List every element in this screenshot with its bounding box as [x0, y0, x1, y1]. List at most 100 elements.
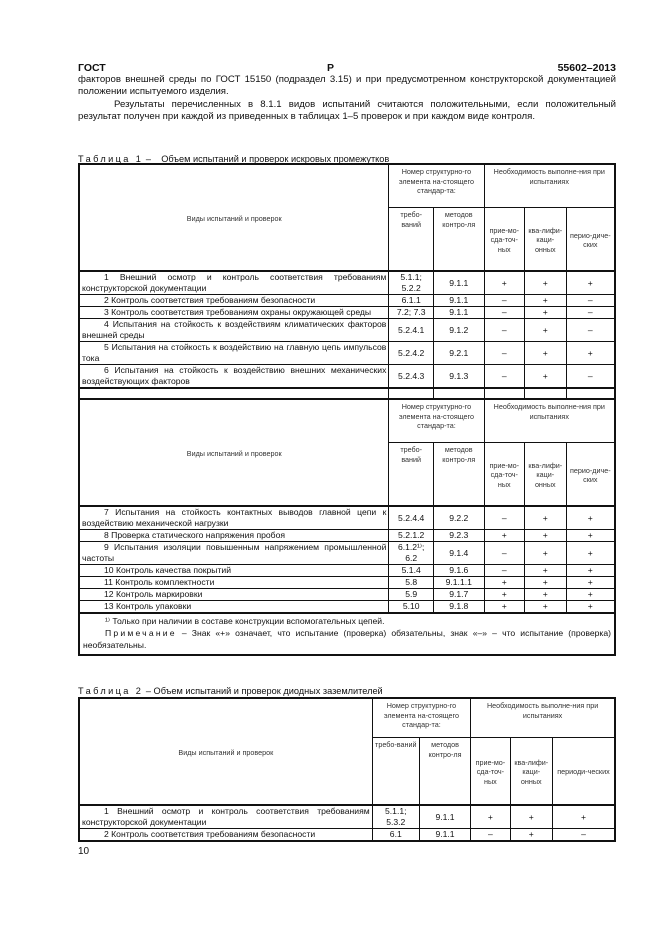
req-number: 5.9	[388, 588, 434, 601]
test-name: 2 Контроль соответствия требованиям безо…	[78, 828, 373, 842]
table-row: 10 Контроль качества покрытий 5.1.4 9.1.6–…	[78, 564, 616, 577]
acceptance: –	[483, 564, 526, 577]
test-name-text: 12 Контроль маркировки	[104, 589, 203, 599]
empty-cell	[524, 387, 567, 400]
empty-cell	[565, 387, 616, 400]
header-center: Р	[327, 62, 335, 74]
table-row: 1 Внешний осмотр и контроль соответствия…	[78, 804, 616, 829]
table-row: 2 Контроль соответствия требованиям безо…	[78, 828, 616, 842]
qualification: +	[524, 600, 567, 614]
column-header-req: требо-ваний	[371, 737, 420, 806]
req-number: 5.2.4.3	[388, 364, 434, 389]
test-name-text: 5 Испытания на стойкость к воздействию н…	[82, 342, 387, 363]
column-header-name: Виды испытаний и проверок	[78, 398, 390, 507]
periodic: –	[565, 318, 616, 342]
table-row: 5 Испытания на стойкость к воздействию н…	[78, 341, 616, 365]
method-number: 9.1.1	[418, 828, 472, 842]
test-name: 5 Испытания на стойкость к воздействию н…	[78, 341, 390, 365]
method-number: 9.2.3	[433, 529, 485, 542]
test-name-text: 7 Испытания на стойкость контактных выво…	[82, 507, 387, 528]
column-header-per: перио-диче-ских	[565, 442, 616, 507]
header-row: Виды испытаний и проверок Номер структурн…	[78, 697, 616, 806]
column-header-req: требо-ваний	[388, 442, 434, 507]
acceptance: –	[483, 505, 526, 530]
test-name-text: 2 Контроль соответствия требованиям безо…	[104, 829, 316, 839]
header-row: Виды испытаний и проверок Номер структурн…	[78, 398, 616, 507]
footnote: ¹⁾ Только при наличии в составе конструк…	[105, 616, 385, 626]
header-row: Виды испытаний и проверок Номер структурн…	[78, 163, 616, 272]
test-name: 12 Контроль маркировки	[78, 588, 390, 601]
paragraph: Результаты перечисленных в 8.1.1 видов и…	[78, 99, 616, 123]
acceptance: +	[483, 600, 526, 614]
footnote-cell: ¹⁾ Только при наличии в составе конструк…	[78, 612, 616, 656]
acceptance: –	[483, 318, 526, 342]
periodic: +	[565, 270, 616, 295]
column-header-methods: методов контро-ля	[433, 207, 485, 272]
method-number: 9.1.4	[433, 541, 485, 565]
test-name: 3 Контроль соответствия требованиям охра…	[78, 306, 390, 319]
test-name-text: 11 Контроль комплектности	[104, 577, 215, 587]
periodic: –	[551, 828, 616, 842]
qualification: +	[524, 564, 567, 577]
header-left: ГОСТ	[78, 62, 106, 74]
periodic: –	[565, 364, 616, 389]
column-header-need: Необходимость выполне-ния при испытаниях	[483, 398, 616, 443]
header-right: 55602–2013	[557, 62, 616, 74]
req-number: 5.1.1; 5.2.2	[388, 270, 434, 295]
column-header-acc: прие-мо-сда-точ-ных	[470, 737, 511, 806]
acceptance: +	[470, 804, 511, 829]
method-number: 9.1.6	[433, 564, 485, 577]
table-row: 2 Контроль соответствия требованиям безо…	[78, 294, 616, 307]
periodic: +	[565, 341, 616, 365]
header-row: требо-ваний методов контро-ля прие-мо-сда-…	[79, 207, 616, 272]
column-header-number: Номер структурно-го элемента на-стоящего…	[388, 398, 485, 443]
method-number: 9.2.2	[433, 505, 485, 530]
test-name: 13 Контроль упаковки	[78, 600, 390, 614]
acceptance: –	[483, 364, 526, 389]
table-row: 3 Контроль соответствия требованиям охра…	[78, 306, 616, 319]
test-name: 7 Испытания на стойкость контактных выво…	[78, 505, 390, 530]
req-number: 7.2; 7.3	[388, 306, 434, 319]
table2-caption: Таблица 2 – Объем испытаний и проверок д…	[78, 686, 383, 696]
test-name-text: 1 Внешний осмотр и контроль соответствия…	[82, 272, 387, 293]
column-header-number: Номер структурно-го элемента на-стоящего…	[388, 163, 485, 208]
table-row: 13 Контроль упаковки 5.10 9.1.8 + + +	[78, 600, 616, 614]
table1-caption: Таблица 1 – Объем испытаний и проверок и…	[78, 154, 390, 164]
periodic: +	[565, 505, 616, 530]
test-name-text: 3 Контроль соответствия требованиям охра…	[104, 307, 372, 317]
req-number: 5.2.4.1	[388, 318, 434, 342]
req-number: 6.1.1	[388, 294, 434, 307]
acceptance: +	[483, 529, 526, 542]
method-number: 9.1.1	[433, 294, 485, 307]
test-name-text: 2 Контроль соответствия требованиям безо…	[104, 295, 316, 305]
method-number: 9.1.8	[433, 600, 485, 614]
column-header-qual: ква-лифи-каци-онных	[524, 207, 567, 272]
qualification: +	[524, 588, 567, 601]
req-number: 5.2.4.2	[388, 341, 434, 365]
acceptance: –	[483, 541, 526, 565]
table-row: 4 Испытания на стойкость к воздействиям …	[78, 318, 616, 342]
method-number: 9.1.7	[433, 588, 485, 601]
note: Примечание – Знак «+» означает, что испы…	[83, 627, 611, 651]
acceptance: –	[483, 306, 526, 319]
test-name: 2 Контроль соответствия требованиям безо…	[78, 294, 390, 307]
method-number: 9.1.2	[433, 318, 485, 342]
page-number: 10	[78, 846, 90, 857]
table-row: 9 Испытания изоляции повышенным напряжен…	[78, 541, 616, 565]
req-number: 5.8	[388, 576, 434, 589]
test-name: 8 Проверка статического напряжения пробо…	[78, 529, 390, 542]
column-header-acc: прие-мо-сда-точ-ных	[483, 442, 526, 507]
test-name: 9 Испытания изоляции повышенным напряжен…	[78, 541, 390, 565]
qualification: +	[524, 529, 567, 542]
req-number: 5.10	[388, 600, 434, 614]
table-row: 8 Проверка статического напряжения пробо…	[78, 529, 616, 542]
note-label: Примечание	[105, 628, 177, 638]
periodic: +	[565, 529, 616, 542]
test-name: 10 Контроль качества покрытий	[78, 564, 390, 577]
periodic: –	[565, 294, 616, 307]
req-number: 6.1.2¹⁾; 6.2	[388, 541, 434, 565]
test-name: 1 Внешний осмотр и контроль соответствия…	[78, 270, 390, 295]
table-row: 6 Испытания на стойкость к воздействию в…	[78, 364, 616, 389]
qualification: +	[524, 364, 567, 389]
column-header-need: Необходимость выполне-ния при испытаниях	[470, 697, 616, 738]
